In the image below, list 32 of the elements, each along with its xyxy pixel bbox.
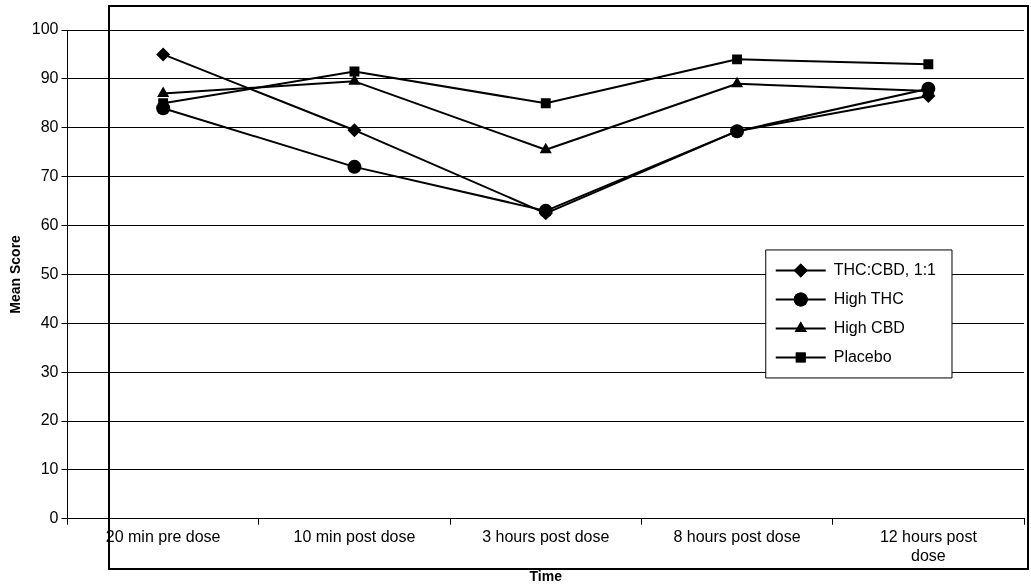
- y-tick-label: 90: [40, 69, 59, 87]
- point: [157, 86, 170, 98]
- y-tick-label: 100: [31, 20, 59, 38]
- y-axis-title: Mean Score: [7, 234, 24, 314]
- legend-label: THC:CBD, 1:1: [833, 260, 937, 278]
- point: [540, 98, 551, 109]
- legend-label: High THC: [833, 289, 904, 307]
- y-tick-label: 30: [40, 362, 59, 380]
- point: [347, 159, 362, 174]
- legend-label: High CBD: [833, 318, 905, 336]
- y-tick-label: 80: [40, 118, 59, 136]
- x-tick-label: 3 hours post dose: [482, 527, 610, 545]
- point: [156, 47, 171, 62]
- x-axis-title: Time: [529, 568, 563, 585]
- x-tick-label: 12 hours post dose: [879, 527, 978, 565]
- y-tick-label: 0: [49, 509, 59, 527]
- point: [347, 123, 362, 138]
- legend-label: Placebo: [833, 347, 892, 365]
- y-tick-label: 60: [40, 215, 59, 233]
- x-tick-label: 8 hours post dose: [673, 527, 801, 545]
- y-tick-label: 50: [40, 264, 59, 282]
- point: [730, 76, 744, 88]
- y-tick-label: 40: [40, 313, 59, 331]
- point: [349, 66, 360, 77]
- point: [156, 101, 171, 116]
- y-tick-label: 20: [40, 411, 59, 429]
- point: [923, 59, 934, 70]
- point: [732, 54, 742, 65]
- point: [539, 142, 552, 154]
- y-tick-label: 70: [40, 167, 59, 185]
- x-tick-label: 10 min post dose: [293, 527, 416, 545]
- y-tick-label: 10: [40, 460, 59, 478]
